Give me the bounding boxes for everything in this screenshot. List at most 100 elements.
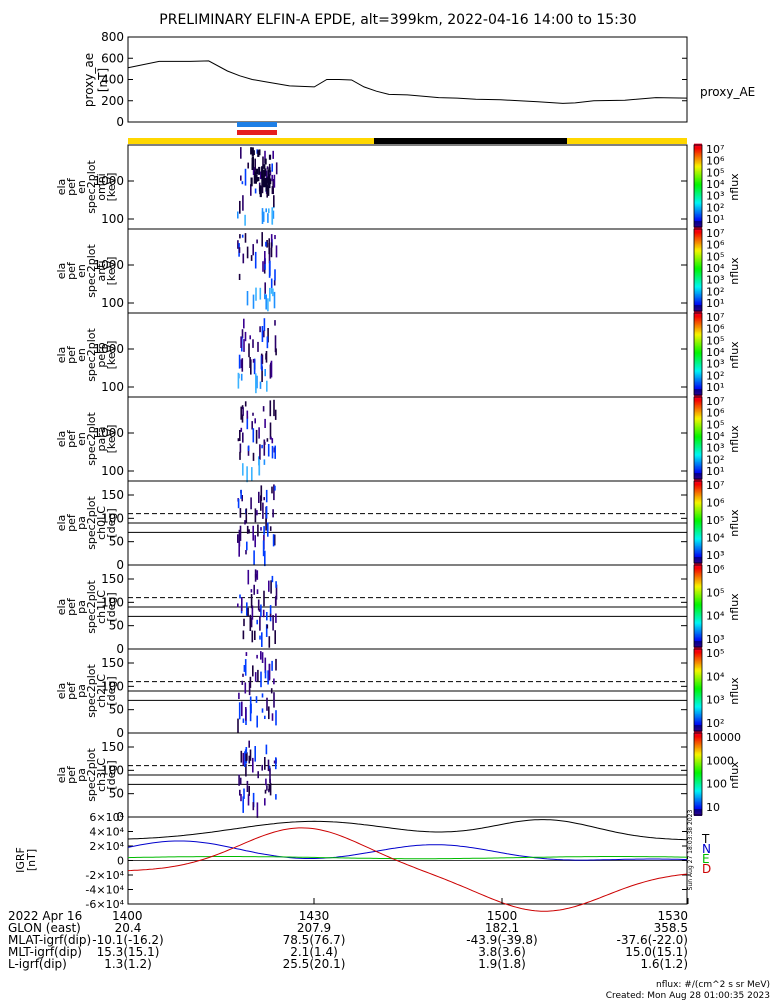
- colorbar-step: [694, 451, 702, 454]
- ytick-label: 6×10⁴: [89, 811, 124, 824]
- colorbar-tick-label: 10⁶: [706, 497, 725, 510]
- data-streak: [271, 438, 274, 444]
- colorbar-step: [694, 160, 702, 163]
- data-streak: [239, 200, 241, 214]
- igrf-legend-N: N: [702, 842, 711, 856]
- data-streak: [250, 359, 252, 375]
- colorbar-step: [694, 170, 702, 173]
- colorbar-step: [694, 567, 702, 571]
- colorbar-step: [694, 635, 702, 639]
- colorbar-step: [694, 431, 702, 435]
- data-streak: [255, 174, 258, 182]
- data-streak: [267, 522, 269, 537]
- colorbar-step: [694, 581, 702, 585]
- colorbar-step: [694, 496, 702, 499]
- colorbar-step: [694, 386, 702, 390]
- colorbar-step: [694, 774, 702, 778]
- colorbar-step: [694, 463, 702, 467]
- colorbar-step: [694, 808, 702, 811]
- data-streak: [259, 616, 261, 631]
- data-streak: [270, 436, 272, 440]
- colorbar-tick-label: 10⁵: [706, 647, 724, 660]
- colorbar-step: [694, 521, 702, 524]
- footer-row-label: GLON (east): [8, 921, 81, 935]
- data-streak: [264, 168, 267, 176]
- colorbar-step: [694, 256, 702, 260]
- data-streak: [266, 438, 269, 442]
- colorbar-tick-label: 10³: [706, 190, 724, 203]
- data-streak: [275, 794, 277, 800]
- data-streak: [269, 782, 272, 796]
- colorbar-step: [694, 240, 702, 243]
- colorbar-step: [694, 714, 702, 717]
- colorbar-step: [694, 532, 702, 535]
- colorbar-step: [694, 262, 702, 265]
- data-streak: [248, 755, 251, 764]
- data-streak: [252, 359, 255, 363]
- footer-time-tick: 1430: [299, 909, 330, 923]
- colorbar-step: [694, 241, 702, 244]
- data-streak: [258, 166, 261, 175]
- panel-ylabel-line: pef: [65, 177, 78, 196]
- data-streak: [269, 364, 272, 379]
- data-streak: [275, 658, 277, 671]
- colorbar-step: [694, 315, 702, 319]
- proxy-ae-ytick-label: 400: [101, 73, 124, 87]
- colorbar-step: [694, 712, 702, 716]
- colorbar-step: [694, 587, 702, 590]
- colorbar-label: nflux: [728, 593, 741, 621]
- colorbar-step: [694, 379, 702, 383]
- panel-ylabel-line: spec2plot: [85, 748, 98, 802]
- colorbar-step: [694, 208, 702, 212]
- colorbar-step: [694, 778, 702, 782]
- colorbar-step: [694, 689, 702, 692]
- data-streak: [268, 706, 270, 720]
- colorbar-step: [694, 351, 702, 355]
- colorbar-step: [694, 211, 702, 215]
- colorbar-step: [694, 420, 702, 424]
- data-streak: [261, 693, 264, 698]
- colorbar-step: [694, 416, 702, 419]
- colorbar-step: [694, 573, 702, 576]
- data-streak: [259, 287, 262, 300]
- panel-ylabel-line: [deg]: [105, 676, 118, 705]
- colorbar-step: [694, 378, 702, 381]
- colorbar-step: [694, 588, 702, 592]
- colorbar-step: [694, 517, 702, 520]
- data-streak: [256, 239, 258, 244]
- data-streak: [271, 445, 274, 459]
- colorbar-step: [694, 444, 702, 447]
- data-streak: [270, 287, 273, 294]
- panel-ylabel-line: para: [95, 427, 108, 452]
- igrf-ylabel: IGRF[nT]: [14, 847, 38, 873]
- panel-ylabel-line: pef: [65, 513, 78, 532]
- panel-ylabel: elapefpaspec2plotch3LC[deg]: [55, 748, 118, 802]
- colorbar-step: [694, 696, 702, 699]
- colorbar-step: [694, 654, 702, 657]
- colorbar-step: [694, 174, 702, 177]
- data-streak: [257, 177, 260, 182]
- ytick-label: 0: [116, 726, 124, 740]
- colorbar-step: [694, 423, 702, 426]
- colorbar-step: [694, 171, 702, 174]
- data-streak: [256, 715, 258, 728]
- data-streak: [242, 195, 244, 211]
- data-streak: [242, 673, 244, 677]
- data-streak: [239, 789, 241, 796]
- data-streak: [255, 696, 258, 703]
- data-streak: [261, 708, 264, 713]
- data-streak: [270, 242, 273, 258]
- colorbar-step: [694, 528, 702, 531]
- ytick-label: 50: [109, 619, 124, 633]
- ytick-label: 0: [116, 642, 124, 656]
- colorbar-step: [694, 703, 702, 706]
- data-streak: [266, 166, 269, 170]
- panel-frame: [127, 312, 688, 398]
- footer-time-tick: 1530: [657, 909, 688, 923]
- data-streak: [269, 400, 272, 417]
- colorbar-step: [694, 620, 702, 623]
- panel-spec2plot_ch1LC: 050100150elapefpaspec2plotch1LC[deg]10⁶1…: [55, 563, 741, 656]
- colorbar-tick-label: 10⁶: [706, 239, 725, 252]
- panel-ylabel-line: pa: [75, 684, 88, 698]
- panel-spec2plot_ch0LC: 050100150elapefpaspec2plotch0LC[deg]10⁷1…: [55, 479, 741, 572]
